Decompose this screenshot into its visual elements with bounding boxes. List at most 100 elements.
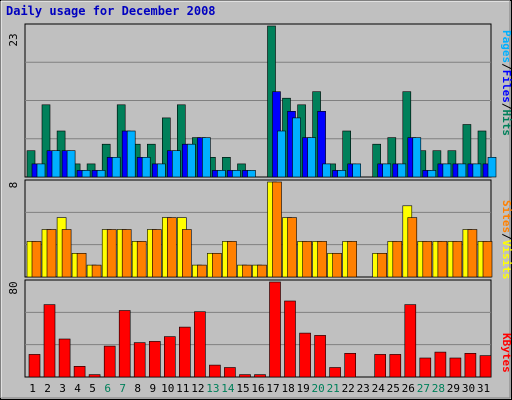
- bar-kbytes-day-12: [194, 311, 206, 378]
- bar-kbytes-day-25: [389, 354, 402, 378]
- bar-kbytes-day-17: [269, 281, 281, 378]
- legend-slash-3: /: [500, 233, 512, 240]
- bar-pages-day-26: [412, 137, 422, 178]
- bar-kbytes-day-24: [374, 354, 387, 378]
- day-label-5: 5: [89, 382, 96, 395]
- day-label-23: 23: [357, 382, 370, 395]
- bar-pages-day-25: [397, 163, 407, 178]
- day-label-3: 3: [59, 382, 66, 395]
- bar-pages-day-11: [187, 143, 196, 178]
- bar-sites-day-24: [377, 253, 388, 278]
- bar-pages-day-5: [96, 170, 106, 178]
- bar-files-day-20: [317, 111, 326, 178]
- day-label-26: 26: [402, 382, 415, 395]
- bar-kbytes-day-15: [239, 374, 251, 378]
- day-label-15: 15: [236, 382, 249, 395]
- day-label-2: 2: [44, 382, 51, 395]
- bar-pages-day-3: [66, 150, 76, 178]
- bar-pages-day-13: [217, 170, 226, 178]
- bar-hits-day-11: [177, 104, 186, 178]
- bar-hits-day-2: [41, 104, 51, 178]
- day-label-31: 31: [477, 382, 490, 395]
- bar-sites-day-28: [437, 241, 448, 278]
- bar-kbytes-day-28: [434, 351, 447, 378]
- day-label-24: 24: [372, 382, 386, 395]
- hits-ymax-label: 23: [7, 33, 20, 46]
- bar-hits-day-25: [387, 137, 397, 178]
- legend-hits: Hits: [500, 110, 512, 137]
- kbytes-panel: [24, 279, 492, 378]
- bar-sites-day-1: [31, 241, 42, 278]
- day-label-19: 19: [296, 382, 309, 395]
- legend-slash-1: /: [500, 63, 512, 70]
- bar-kbytes-day-6: [103, 345, 116, 378]
- bar-sites-day-3: [61, 229, 72, 278]
- bar-kbytes-day-1: [28, 354, 41, 378]
- bar-pages-day-2: [51, 150, 61, 178]
- day-label-18: 18: [281, 382, 294, 395]
- bar-sites-day-12: [197, 264, 207, 278]
- bar-sites-day-8: [136, 241, 147, 278]
- bar-kbytes-day-9: [149, 341, 161, 378]
- chart-title: Daily usage for December 2008: [6, 4, 216, 18]
- bar-kbytes-day-19: [299, 332, 311, 378]
- bar-sites-day-21: [332, 253, 342, 278]
- bar-sites-day-22: [347, 241, 358, 278]
- bar-pages-day-1: [36, 163, 46, 178]
- day-label-30: 30: [462, 382, 475, 395]
- visits-legend: Sites/Visits: [500, 200, 512, 280]
- bar-pages-day-14: [232, 170, 241, 178]
- bar-pages-day-18: [292, 117, 301, 178]
- bar-sites-day-15: [242, 264, 252, 278]
- bar-kbytes-day-26: [404, 304, 417, 378]
- bar-pages-day-24: [382, 163, 392, 178]
- hits-legend: Pages/Files/Hits: [500, 30, 512, 136]
- bar-hits-day-31: [477, 130, 487, 178]
- bar-pages-day-30: [472, 163, 482, 178]
- day-label-12: 12: [191, 382, 204, 395]
- bar-pages-day-8: [141, 157, 151, 178]
- bar-sites-day-7: [121, 229, 132, 278]
- day-label-10: 10: [161, 382, 174, 395]
- day-label-29: 29: [447, 382, 460, 395]
- day-label-9: 9: [149, 382, 156, 395]
- bar-sites-day-27: [422, 241, 433, 278]
- bar-sites-day-9: [152, 229, 162, 278]
- bar-sites-day-17: [272, 181, 282, 278]
- day-axis-labels: 1 2 3 4 5 6 7 8 9 10 11 12 13 14 15 16 17 18 19 20 21 22 23 24 2…: [29, 382, 490, 395]
- bar-sites-day-29: [452, 241, 463, 278]
- hits-files-pages-panel: [24, 23, 497, 178]
- bar-pages-day-7: [126, 130, 136, 178]
- legend-visits: Visits: [500, 240, 512, 280]
- bar-sites-day-30: [467, 229, 478, 278]
- day-label-17: 17: [266, 382, 279, 395]
- bar-pages-day-20: [322, 163, 331, 178]
- visits-sites-panel: [24, 179, 493, 278]
- bar-sites-day-16: [257, 264, 267, 278]
- bar-kbytes-day-7: [118, 310, 131, 378]
- legend-pages: Pages: [500, 30, 512, 63]
- bar-sites-day-5: [91, 264, 102, 278]
- bar-pages-day-10: [172, 150, 181, 178]
- bar-kbytes-day-31: [479, 355, 492, 378]
- bar-sites-day-20: [317, 241, 327, 278]
- bar-hits-day-30: [462, 124, 472, 178]
- bar-kbytes-day-2: [43, 304, 56, 378]
- bar-kbytes-day-13: [209, 364, 221, 378]
- legend-slash-2: /: [500, 103, 512, 110]
- bar-kbytes-day-14: [224, 367, 236, 378]
- bar-sites-day-18: [287, 217, 297, 278]
- bar-kbytes-day-8: [133, 342, 146, 378]
- day-label-27: 27: [417, 382, 430, 395]
- bar-sites-day-25: [392, 241, 403, 278]
- day-label-13: 13: [206, 382, 219, 395]
- bar-sites-day-19: [302, 241, 312, 278]
- kbytes-ymax-label: 80: [7, 281, 20, 294]
- bar-kbytes-day-30: [464, 352, 477, 378]
- day-label-25: 25: [387, 382, 400, 395]
- bar-kbytes-day-29: [449, 357, 462, 378]
- bar-kbytes-day-4: [73, 365, 86, 378]
- day-label-16: 16: [251, 382, 264, 395]
- bar-kbytes-day-21: [329, 367, 341, 378]
